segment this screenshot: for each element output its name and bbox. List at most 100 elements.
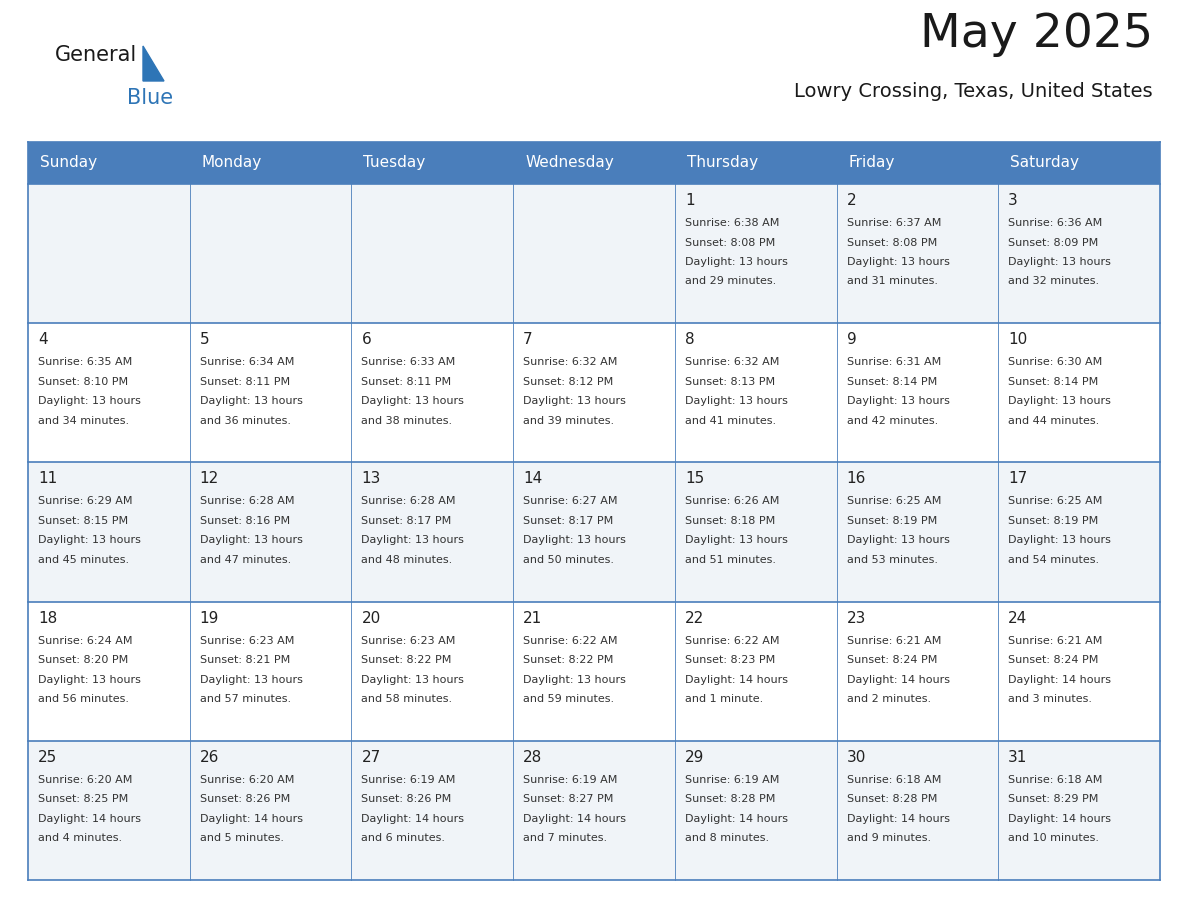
Text: 11: 11 <box>38 472 57 487</box>
Text: Sunset: 8:28 PM: Sunset: 8:28 PM <box>847 794 937 804</box>
Text: May 2025: May 2025 <box>920 12 1154 57</box>
Text: Sunset: 8:11 PM: Sunset: 8:11 PM <box>200 376 290 386</box>
Text: Sunrise: 6:18 AM: Sunrise: 6:18 AM <box>1009 775 1102 785</box>
Text: 1: 1 <box>684 193 695 208</box>
Text: Daylight: 13 hours: Daylight: 13 hours <box>523 397 626 406</box>
Text: and 39 minutes.: and 39 minutes. <box>523 416 614 426</box>
Text: Sunrise: 6:20 AM: Sunrise: 6:20 AM <box>200 775 295 785</box>
Text: Sunrise: 6:28 AM: Sunrise: 6:28 AM <box>200 497 295 507</box>
Text: and 44 minutes.: and 44 minutes. <box>1009 416 1100 426</box>
Text: 9: 9 <box>847 332 857 347</box>
Text: 3: 3 <box>1009 193 1018 208</box>
Text: Sunset: 8:21 PM: Sunset: 8:21 PM <box>200 655 290 666</box>
Text: Daylight: 13 hours: Daylight: 13 hours <box>38 535 141 545</box>
Text: Blue: Blue <box>127 88 173 108</box>
Text: Sunset: 8:22 PM: Sunset: 8:22 PM <box>361 655 451 666</box>
Text: General: General <box>55 45 138 65</box>
Text: Daylight: 13 hours: Daylight: 13 hours <box>200 535 303 545</box>
Text: Daylight: 13 hours: Daylight: 13 hours <box>523 535 626 545</box>
Text: Daylight: 13 hours: Daylight: 13 hours <box>361 675 465 685</box>
Text: Sunrise: 6:38 AM: Sunrise: 6:38 AM <box>684 218 779 228</box>
Text: Daylight: 13 hours: Daylight: 13 hours <box>847 397 949 406</box>
Text: and 51 minutes.: and 51 minutes. <box>684 554 776 565</box>
Text: and 47 minutes.: and 47 minutes. <box>200 554 291 565</box>
Text: Sunset: 8:14 PM: Sunset: 8:14 PM <box>847 376 937 386</box>
Text: Sunrise: 6:33 AM: Sunrise: 6:33 AM <box>361 357 456 367</box>
Text: 18: 18 <box>38 610 57 625</box>
Text: Sunrise: 6:22 AM: Sunrise: 6:22 AM <box>523 635 618 645</box>
Text: Sunset: 8:08 PM: Sunset: 8:08 PM <box>684 238 775 248</box>
Text: Sunrise: 6:32 AM: Sunrise: 6:32 AM <box>684 357 779 367</box>
Text: Daylight: 13 hours: Daylight: 13 hours <box>38 397 141 406</box>
Bar <box>29 741 1159 880</box>
Text: Lowry Crossing, Texas, United States: Lowry Crossing, Texas, United States <box>795 82 1154 101</box>
Text: Sunset: 8:19 PM: Sunset: 8:19 PM <box>1009 516 1099 526</box>
Text: Sunrise: 6:20 AM: Sunrise: 6:20 AM <box>38 775 132 785</box>
Bar <box>29 463 1159 601</box>
Text: Sunset: 8:29 PM: Sunset: 8:29 PM <box>1009 794 1099 804</box>
Text: Sunset: 8:19 PM: Sunset: 8:19 PM <box>847 516 937 526</box>
Text: Daylight: 14 hours: Daylight: 14 hours <box>361 813 465 823</box>
Text: and 48 minutes.: and 48 minutes. <box>361 554 453 565</box>
Text: and 53 minutes.: and 53 minutes. <box>847 554 937 565</box>
Text: and 7 minutes.: and 7 minutes. <box>523 834 607 844</box>
Text: Sunset: 8:11 PM: Sunset: 8:11 PM <box>361 376 451 386</box>
Text: and 41 minutes.: and 41 minutes. <box>684 416 776 426</box>
Text: Sunrise: 6:23 AM: Sunrise: 6:23 AM <box>361 635 456 645</box>
Text: 14: 14 <box>523 472 543 487</box>
Text: Sunset: 8:22 PM: Sunset: 8:22 PM <box>523 655 613 666</box>
Text: Daylight: 13 hours: Daylight: 13 hours <box>847 535 949 545</box>
Text: and 5 minutes.: and 5 minutes. <box>200 834 284 844</box>
Text: Sunset: 8:23 PM: Sunset: 8:23 PM <box>684 655 775 666</box>
Bar <box>29 184 1159 323</box>
Text: Monday: Monday <box>202 155 263 171</box>
Text: Daylight: 13 hours: Daylight: 13 hours <box>684 397 788 406</box>
Text: Daylight: 13 hours: Daylight: 13 hours <box>523 675 626 685</box>
Text: and 6 minutes.: and 6 minutes. <box>361 834 446 844</box>
Text: and 32 minutes.: and 32 minutes. <box>1009 276 1099 286</box>
Text: Sunset: 8:25 PM: Sunset: 8:25 PM <box>38 794 128 804</box>
Text: Daylight: 13 hours: Daylight: 13 hours <box>847 257 949 267</box>
Text: Sunrise: 6:19 AM: Sunrise: 6:19 AM <box>684 775 779 785</box>
Text: and 31 minutes.: and 31 minutes. <box>847 276 937 286</box>
Text: and 45 minutes.: and 45 minutes. <box>38 554 129 565</box>
Text: 27: 27 <box>361 750 380 765</box>
Text: 2: 2 <box>847 193 857 208</box>
Text: Daylight: 13 hours: Daylight: 13 hours <box>684 535 788 545</box>
Bar <box>29 142 1159 184</box>
Text: and 2 minutes.: and 2 minutes. <box>847 694 930 704</box>
Text: 7: 7 <box>523 332 532 347</box>
Text: 23: 23 <box>847 610 866 625</box>
Text: Sunset: 8:17 PM: Sunset: 8:17 PM <box>361 516 451 526</box>
Text: Daylight: 14 hours: Daylight: 14 hours <box>1009 675 1111 685</box>
Text: 28: 28 <box>523 750 543 765</box>
Text: and 56 minutes.: and 56 minutes. <box>38 694 129 704</box>
Text: 20: 20 <box>361 610 380 625</box>
Text: 17: 17 <box>1009 472 1028 487</box>
Text: Sunrise: 6:19 AM: Sunrise: 6:19 AM <box>523 775 618 785</box>
Text: and 1 minute.: and 1 minute. <box>684 694 763 704</box>
Text: 13: 13 <box>361 472 381 487</box>
Text: Daylight: 13 hours: Daylight: 13 hours <box>361 397 465 406</box>
Text: Sunset: 8:15 PM: Sunset: 8:15 PM <box>38 516 128 526</box>
Text: 8: 8 <box>684 332 695 347</box>
Text: Sunrise: 6:21 AM: Sunrise: 6:21 AM <box>847 635 941 645</box>
Text: 29: 29 <box>684 750 704 765</box>
Text: and 10 minutes.: and 10 minutes. <box>1009 834 1099 844</box>
Text: Sunrise: 6:22 AM: Sunrise: 6:22 AM <box>684 635 779 645</box>
Text: Sunrise: 6:37 AM: Sunrise: 6:37 AM <box>847 218 941 228</box>
Text: Sunrise: 6:26 AM: Sunrise: 6:26 AM <box>684 497 779 507</box>
Polygon shape <box>143 46 164 81</box>
Text: Sunrise: 6:34 AM: Sunrise: 6:34 AM <box>200 357 295 367</box>
Text: Sunset: 8:13 PM: Sunset: 8:13 PM <box>684 376 775 386</box>
Text: 16: 16 <box>847 472 866 487</box>
Text: and 3 minutes.: and 3 minutes. <box>1009 694 1092 704</box>
Text: Sunset: 8:12 PM: Sunset: 8:12 PM <box>523 376 613 386</box>
Text: Daylight: 14 hours: Daylight: 14 hours <box>200 813 303 823</box>
Text: and 36 minutes.: and 36 minutes. <box>200 416 291 426</box>
Text: Sunset: 8:24 PM: Sunset: 8:24 PM <box>1009 655 1099 666</box>
Text: Daylight: 13 hours: Daylight: 13 hours <box>1009 257 1111 267</box>
Text: and 8 minutes.: and 8 minutes. <box>684 834 769 844</box>
Text: and 9 minutes.: and 9 minutes. <box>847 834 930 844</box>
Text: Daylight: 14 hours: Daylight: 14 hours <box>38 813 141 823</box>
